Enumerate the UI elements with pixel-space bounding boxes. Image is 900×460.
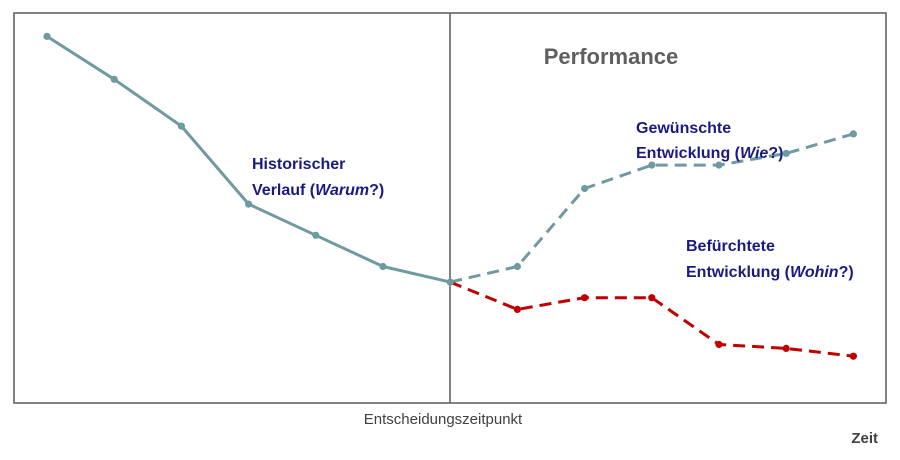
data-point-desired — [782, 149, 790, 157]
label-historical-line2c: ?) — [369, 182, 384, 199]
chart-title: Performance — [544, 44, 679, 69]
label-desired-line2b: Wie — [740, 145, 768, 162]
data-point-historical — [379, 262, 387, 271]
data-point-feared — [513, 305, 522, 313]
data-point-historical — [245, 200, 253, 208]
label-historical: Historischer — [252, 156, 345, 173]
data-point-historical — [110, 75, 118, 83]
label-desired: Gewünschte — [636, 120, 731, 137]
label-feared-2: Entwicklung (Wohin?) — [686, 264, 854, 281]
label-desired-line1: Gewünschte — [636, 120, 731, 137]
label-desired-2: Entwicklung (Wie?) — [636, 145, 783, 162]
data-point-desired — [581, 184, 589, 193]
data-point-feared — [715, 340, 723, 349]
data-point-feared — [581, 294, 589, 302]
label-feared-line2a: Entwicklung ( — [686, 264, 791, 281]
data-point-historical — [312, 231, 320, 239]
data-point-desired — [513, 262, 522, 271]
label-historical-line2a: Verlauf ( — [252, 182, 316, 199]
data-point-feared — [648, 294, 656, 302]
data-point-feared — [782, 344, 790, 352]
label-feared-line1: Befürchtete — [686, 238, 775, 255]
data-point-feared — [849, 352, 858, 360]
label-historical-2: Verlauf (Warum?) — [252, 182, 384, 199]
label-feared-line2c: ?) — [839, 264, 854, 281]
data-point-historical — [446, 278, 454, 286]
label-feared-line2b: Wohin — [790, 264, 839, 281]
decision-point-label: Entscheidungszeitpunkt — [364, 411, 523, 428]
label-historical-line1: Historischer — [252, 156, 345, 173]
data-point-desired — [849, 130, 858, 138]
series-line-feared — [449, 280, 854, 358]
series-points — [43, 32, 858, 360]
data-point-historical — [177, 122, 185, 130]
label-desired-line2c: ?) — [768, 145, 783, 162]
data-point-desired — [715, 161, 723, 169]
series-line-historical — [46, 35, 451, 284]
data-point-historical — [43, 32, 51, 41]
label-historical-line2b: Warum — [315, 182, 369, 199]
x-axis-label: Zeit — [851, 430, 878, 447]
data-point-desired — [648, 161, 656, 169]
label-desired-line2a: Entwicklung ( — [636, 145, 741, 162]
label-feared: Befürchtete — [686, 238, 775, 255]
